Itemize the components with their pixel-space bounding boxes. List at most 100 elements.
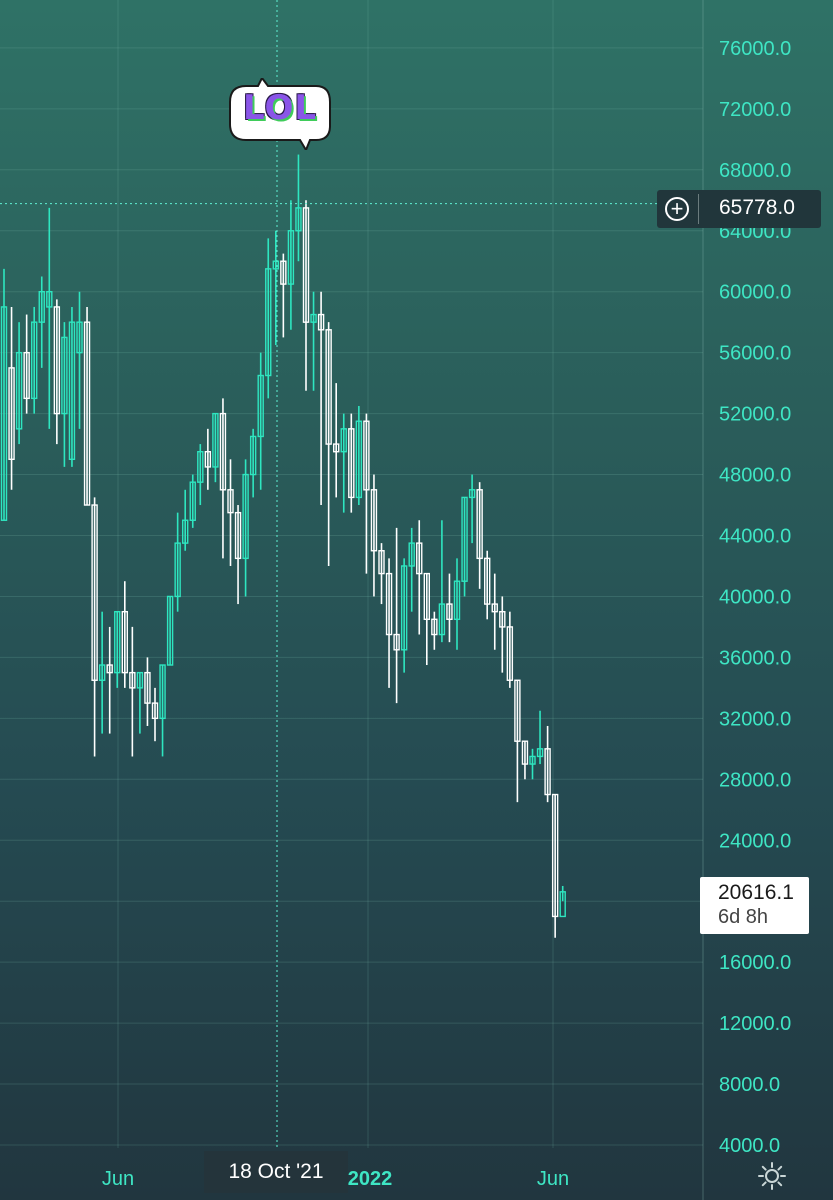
candle-body	[514, 679, 521, 742]
bar-countdown: 6d 8h	[718, 906, 769, 928]
candle-body	[76, 321, 83, 354]
y-tick-label: 52000.0	[719, 404, 791, 426]
candle-body	[559, 891, 566, 918]
y-tick-label: 56000.0	[719, 343, 791, 365]
candle-body	[98, 664, 106, 681]
y-tick-label: 48000.0	[719, 465, 791, 487]
candle-body	[272, 260, 279, 270]
last-price-value: 20616.1	[718, 881, 794, 904]
candle-body	[317, 313, 325, 331]
plus-circle-icon[interactable]: +	[665, 197, 689, 221]
candle-body	[197, 450, 204, 483]
y-tick-label: 32000.0	[719, 708, 791, 730]
candle-body	[15, 351, 23, 430]
candle-body	[355, 420, 363, 499]
candle-body	[242, 473, 249, 560]
candle-body	[370, 489, 378, 552]
y-tick-label: 44000.0	[719, 526, 791, 548]
x-tick-label: Jun	[537, 1168, 569, 1190]
candle-body	[129, 671, 136, 689]
candle-body	[423, 572, 430, 621]
candle-body	[114, 610, 121, 674]
candle-body	[506, 626, 514, 681]
candle-body	[325, 329, 332, 445]
candle-body	[453, 580, 461, 621]
y-tick-label: 68000.0	[719, 160, 791, 182]
candle-body	[544, 748, 551, 796]
y-tick-label: 16000.0	[719, 952, 791, 974]
candle-body	[227, 489, 234, 514]
crosshair-price-value: 65778.0	[719, 196, 795, 219]
candle-body	[280, 260, 287, 285]
candle-body	[333, 443, 340, 453]
y-tick-label: 60000.0	[719, 282, 791, 304]
candle-body	[0, 306, 8, 521]
candle-body	[174, 542, 181, 598]
candle-body	[189, 481, 196, 521]
crosshair	[0, 0, 658, 1150]
candle-body	[23, 351, 30, 400]
candle-body	[219, 412, 227, 491]
candle-body	[91, 504, 98, 681]
candle-body	[393, 633, 400, 651]
y-tick-label: 72000.0	[719, 99, 791, 121]
y-tick-label: 36000.0	[719, 647, 791, 669]
lol-sticker: LOL	[228, 78, 332, 150]
candle-body	[234, 511, 242, 560]
candle-body	[476, 489, 483, 560]
candle-body	[446, 603, 453, 621]
candle-body	[340, 428, 347, 453]
candles	[0, 154, 566, 938]
candle-body	[521, 740, 529, 765]
divider	[698, 194, 699, 224]
candle-body	[310, 313, 317, 323]
candle-body	[438, 603, 446, 636]
candle-body	[31, 321, 38, 400]
candle-body	[461, 496, 468, 582]
candle-body	[151, 702, 159, 720]
sun-gear-icon[interactable]	[758, 1162, 786, 1190]
candle-body	[166, 595, 174, 666]
y-axis: 4000.0 8000.0 12000.0 16000.0 24000.0 28000.0…	[719, 38, 791, 1157]
candle-body	[400, 565, 408, 651]
candle-body	[348, 428, 355, 499]
crosshair-price-tag[interactable]: + 65778.0	[657, 190, 821, 228]
candle-body	[491, 603, 498, 613]
candle-body	[468, 489, 476, 499]
candle-body	[287, 230, 295, 285]
candle-body	[212, 412, 219, 468]
y-tick-label: 40000.0	[719, 586, 791, 608]
candle-body	[416, 542, 423, 575]
candle-body	[302, 207, 310, 323]
candle-body	[529, 755, 536, 765]
candle-body	[484, 557, 491, 605]
y-tick-label: 8000.0	[719, 1074, 780, 1096]
x-tick-label: Jun	[102, 1168, 134, 1190]
candle-body	[295, 207, 302, 232]
candle-body	[431, 618, 438, 636]
last-price-tag: 20616.1 6d 8h	[700, 877, 809, 934]
y-tick-label: 76000.0	[719, 38, 791, 60]
candle-body	[257, 374, 264, 438]
candle-body	[159, 664, 166, 720]
grid	[0, 0, 704, 1200]
candle-body	[144, 671, 151, 704]
candle-body	[378, 550, 385, 575]
candle-body	[38, 291, 45, 323]
candle-body	[499, 610, 506, 628]
y-tick-label: 24000.0	[719, 830, 791, 852]
candle-body	[408, 542, 415, 567]
candle-body	[385, 572, 393, 636]
candle-body	[83, 321, 91, 506]
crosshair-date-label: 18 Oct '21	[204, 1151, 348, 1193]
candle-body	[61, 336, 68, 415]
candle-body	[106, 664, 113, 674]
candle-body	[53, 306, 61, 415]
candle-body	[68, 321, 76, 461]
candle-body	[536, 748, 544, 758]
candle-body	[249, 435, 257, 476]
y-tick-label: 12000.0	[719, 1013, 791, 1035]
lol-sticker-text: LOL	[242, 88, 318, 128]
